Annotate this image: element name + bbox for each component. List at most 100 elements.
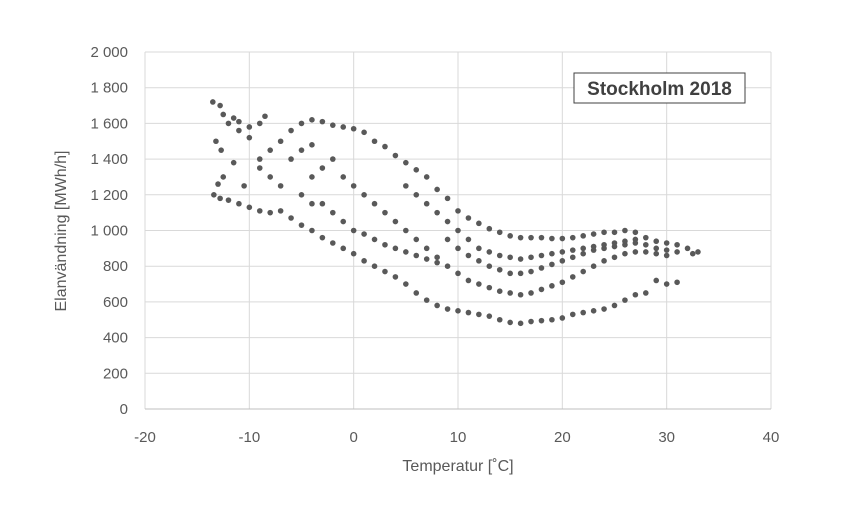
scatter-point [267, 147, 274, 153]
scatter-point [580, 245, 586, 252]
scatter-point [549, 250, 555, 257]
scatter-point [277, 138, 284, 145]
scatter-point [455, 308, 461, 314]
scatter-point [392, 218, 399, 225]
scatter-point [601, 241, 607, 248]
scatter-point [220, 111, 227, 118]
chart-title: Stockholm 2018 [587, 79, 732, 100]
scatter-point [611, 229, 618, 236]
scatter-point [611, 240, 618, 246]
scatter-point [580, 233, 586, 239]
scatter-point [361, 192, 367, 198]
y-tick-label: 1 600 [90, 115, 128, 132]
scatter-point [549, 316, 555, 323]
scatter-point [434, 259, 440, 266]
scatter-point [528, 268, 534, 275]
scatter-point [476, 245, 482, 252]
scatter-point [392, 274, 399, 280]
scatter-point [611, 254, 618, 261]
scatter-point [569, 311, 576, 318]
scatter-point [455, 208, 461, 214]
scatter-point [382, 143, 388, 150]
scatter-point [211, 192, 217, 198]
scatter-point [643, 241, 649, 248]
scatter-point [413, 167, 420, 173]
scatter-point [580, 250, 586, 257]
scatter-point [689, 250, 696, 257]
scatter-point [559, 249, 566, 255]
scatter-point [256, 156, 263, 162]
scatter-point [434, 302, 440, 309]
scatter-point [528, 290, 534, 296]
scatter-point [528, 318, 534, 325]
scatter-point [288, 215, 294, 221]
scatter-point [319, 234, 326, 241]
scatter-point [340, 218, 347, 225]
scatter-point [496, 288, 503, 294]
scatter-point [695, 249, 701, 255]
scatter-point [288, 127, 294, 134]
scatter-point [403, 227, 409, 234]
scatter-point [674, 279, 680, 286]
scatter-point [423, 174, 430, 180]
scatter-point [601, 229, 607, 236]
y-tick-label: 1 000 [90, 223, 128, 240]
scatter-point [632, 229, 639, 236]
scatter-point [538, 265, 545, 271]
scatter-point [350, 125, 357, 132]
x-tick-label: 40 [763, 429, 780, 446]
x-tick-label: 30 [658, 429, 675, 446]
scatter-point [246, 204, 253, 211]
scatter-point [267, 174, 274, 180]
scatter-point [465, 215, 472, 221]
scatter-point [476, 258, 482, 264]
scatter-point [590, 308, 597, 314]
scatter-point [476, 311, 482, 318]
scatter-point [330, 240, 336, 246]
scatter-point [590, 263, 597, 270]
title-box-border [573, 72, 746, 104]
scatter-point [267, 209, 274, 216]
scatter-point [590, 231, 597, 237]
scatter-point [423, 245, 430, 252]
scatter-point [371, 138, 378, 145]
scatter-point [538, 317, 545, 324]
scatter-point [392, 152, 399, 159]
scatter-point [256, 165, 263, 171]
scatter-point [361, 231, 367, 237]
scatter-point [220, 174, 227, 180]
scatter-point [580, 268, 586, 275]
scatter-point [330, 122, 336, 128]
scatter-point [653, 238, 660, 245]
scatter-point [288, 156, 294, 162]
x-tick-label: -20 [134, 429, 156, 446]
scatter-point [528, 234, 534, 241]
scatter-point [643, 234, 649, 241]
scatter-point [298, 192, 305, 198]
y-tick-label: 600 [103, 294, 128, 311]
scatter-point [434, 254, 440, 261]
scatter-point [309, 174, 315, 180]
scatter-point [465, 252, 472, 259]
scatter-point [517, 291, 524, 298]
scatter-point [580, 309, 586, 316]
scatter-point [215, 181, 221, 187]
scatter-point [507, 233, 513, 239]
scatter-point [309, 200, 315, 207]
scatter-point [413, 192, 420, 198]
scatter-point [371, 200, 378, 207]
x-tick-label: 20 [554, 429, 571, 446]
scatter-point [549, 283, 555, 289]
scatter-point [559, 235, 566, 242]
scatter-point [465, 277, 472, 284]
scatter-point [319, 118, 326, 125]
y-tick-label: 400 [103, 330, 128, 347]
scatter-point [507, 270, 513, 277]
scatter-point [319, 200, 326, 207]
scatter-point [350, 227, 357, 234]
scatter-point [403, 249, 409, 255]
scatter-point [444, 236, 451, 243]
scatter-point [455, 227, 461, 234]
scatter-point [569, 234, 576, 241]
